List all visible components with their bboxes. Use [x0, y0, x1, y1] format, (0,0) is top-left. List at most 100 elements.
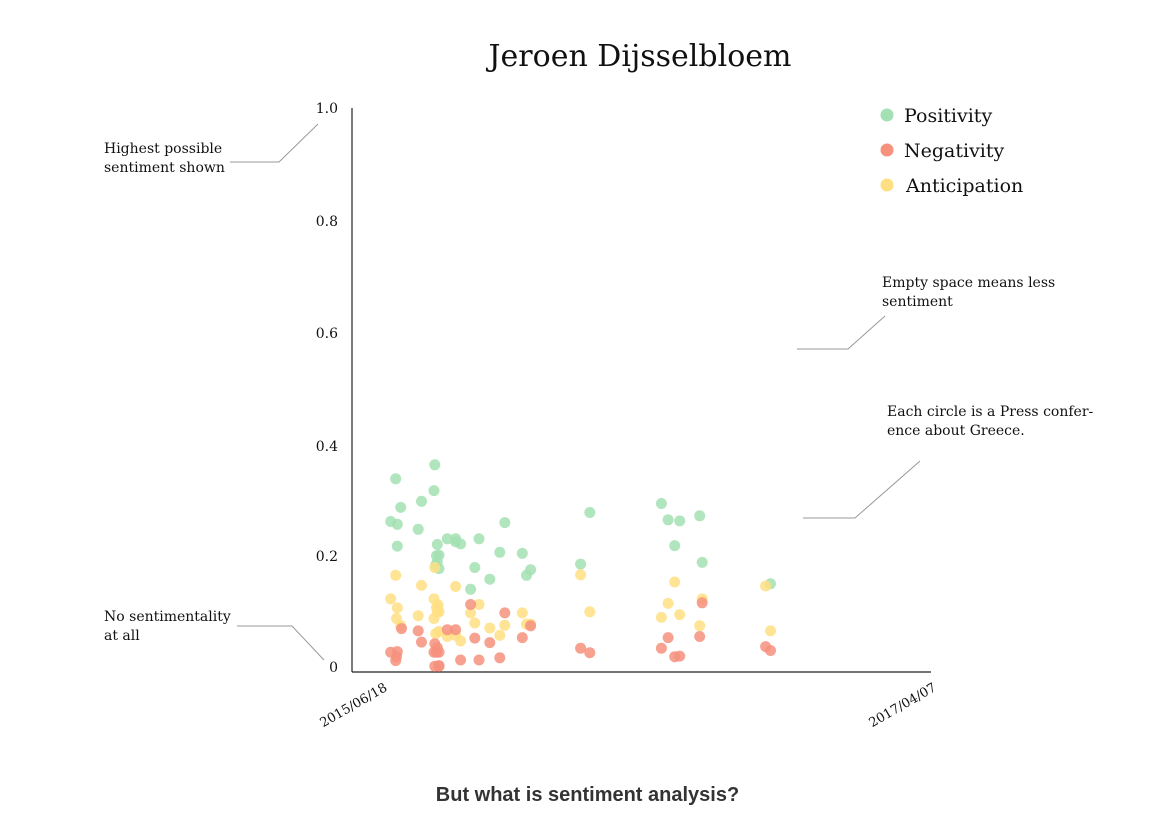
data-point-negativity — [575, 642, 587, 654]
data-point-anticipation — [465, 607, 477, 619]
data-point-positivity — [465, 583, 477, 595]
data-point-positivity — [516, 547, 528, 559]
data-point-anticipation — [390, 569, 402, 581]
section-heading: But what is sentiment analysis? — [435, 784, 740, 806]
data-point-anticipation — [765, 625, 776, 637]
annotation-text: Each circle is a Press confer- — [887, 404, 1094, 420]
data-point-anticipation — [469, 617, 481, 629]
data-point-positivity — [499, 517, 511, 529]
data-point-positivity — [441, 533, 453, 545]
legend: Positivity Negativity Anticipation — [880, 105, 1023, 197]
data-point-positivity — [473, 533, 485, 545]
data-point-negativity — [450, 624, 462, 636]
data-point-anticipation — [385, 593, 397, 605]
data-point-positivity — [412, 523, 424, 535]
data-point-positivity — [696, 556, 708, 568]
data-point-negativity — [662, 632, 674, 644]
annotation-leader — [797, 315, 886, 350]
data-point-negativity — [433, 660, 445, 672]
annotation-text: Highest possible — [104, 141, 222, 157]
annotation-text: sentiment — [882, 294, 953, 310]
data-point-anticipation — [473, 599, 485, 610]
data-point-negativity — [455, 654, 467, 666]
data-point-negativity — [694, 631, 706, 642]
annotation-none: No sentimentality at all — [104, 609, 325, 661]
data-point-negativity — [469, 632, 481, 644]
data-point-negativity — [465, 599, 477, 610]
data-point-negativity — [391, 646, 403, 658]
annotation-empty: Empty space means less sentiment — [797, 275, 1055, 350]
legend-item-negativity: Negativity — [880, 140, 1005, 162]
annotation-text: sentiment shown — [104, 160, 225, 176]
annotation-circle: Each circle is a Press confer- ence abou… — [803, 404, 1094, 519]
legend-swatch-anticipation — [880, 178, 894, 192]
annotation-leader — [803, 460, 921, 519]
data-point-positivity — [390, 473, 402, 485]
data-point-positivity — [584, 507, 596, 518]
data-point-negativity — [499, 607, 511, 619]
data-point-positivity — [494, 546, 506, 558]
annotation-leader — [237, 625, 325, 661]
data-point-negativity — [674, 650, 686, 662]
data-point-anticipation — [416, 579, 427, 591]
y-tick-label: 1.0 — [316, 101, 338, 117]
data-point-negativity — [516, 632, 528, 644]
y-tick-label: 0.6 — [316, 326, 338, 342]
data-point-positivity — [694, 510, 706, 522]
data-point-negativity — [584, 647, 596, 659]
data-point-positivity — [674, 515, 686, 527]
data-point-anticipation — [662, 597, 674, 609]
data-point-anticipation — [429, 562, 441, 573]
data-point-negativity — [484, 637, 496, 649]
data-point-anticipation — [494, 629, 506, 641]
annotation-text: at all — [104, 628, 140, 644]
data-point-positivity — [391, 540, 403, 552]
data-point-positivity — [662, 514, 674, 526]
annotation-text: Empty space means less — [882, 275, 1055, 291]
data-point-anticipation — [391, 602, 403, 614]
data-point-negativity — [655, 642, 667, 654]
x-tick-label-start: 2015/06/18 — [318, 680, 390, 730]
data-point-positivity — [428, 485, 440, 497]
data-point-positivity — [525, 564, 537, 576]
annotation-text: No sentimentality — [104, 609, 231, 625]
data-point-positivity — [655, 498, 667, 509]
data-point-negativity — [696, 597, 708, 609]
legend-label-anticipation: Anticipation — [905, 175, 1023, 197]
data-point-anticipation — [516, 607, 528, 619]
data-point-positivity — [416, 495, 427, 507]
y-tick-label: 0 — [329, 660, 338, 676]
data-point-anticipation — [674, 609, 686, 621]
data-point-negativity — [412, 625, 424, 637]
data-point-negativity — [441, 624, 453, 636]
legend-swatch-positivity — [880, 108, 894, 122]
data-point-positivity — [575, 558, 587, 570]
data-point-negativity — [525, 620, 537, 632]
data-point-positivity — [484, 573, 496, 585]
data-point-negativity — [473, 654, 485, 666]
data-point-negativity — [416, 636, 427, 648]
y-tick-label: 0.2 — [316, 549, 338, 565]
data-point-anticipation — [584, 606, 596, 618]
legend-item-anticipation: Anticipation — [880, 175, 1023, 197]
data-point-negativity — [494, 652, 506, 664]
data-point-anticipation — [669, 576, 681, 588]
x-tick-label-end: 2017/04/07 — [867, 680, 939, 730]
data-point-negativity — [396, 623, 407, 635]
annotation-leader — [230, 123, 319, 163]
data-point-negativity — [765, 645, 776, 656]
legend-swatch-negativity — [880, 143, 894, 157]
data-point-anticipation — [412, 610, 424, 622]
chart-title: Jeroen Dijsselbloem — [486, 39, 792, 74]
y-tick-label: 0.4 — [316, 439, 338, 455]
legend-label-negativity: Negativity — [904, 140, 1005, 162]
data-points — [385, 459, 776, 672]
legend-label-positivity: Positivity — [904, 105, 992, 127]
y-tick-label: 0.8 — [316, 214, 338, 230]
data-point-positivity — [469, 562, 481, 573]
annotation-highest: Highest possible sentiment shown — [104, 123, 319, 176]
data-point-anticipation — [575, 569, 587, 581]
data-point-anticipation — [760, 580, 772, 592]
data-point-anticipation — [694, 620, 706, 632]
